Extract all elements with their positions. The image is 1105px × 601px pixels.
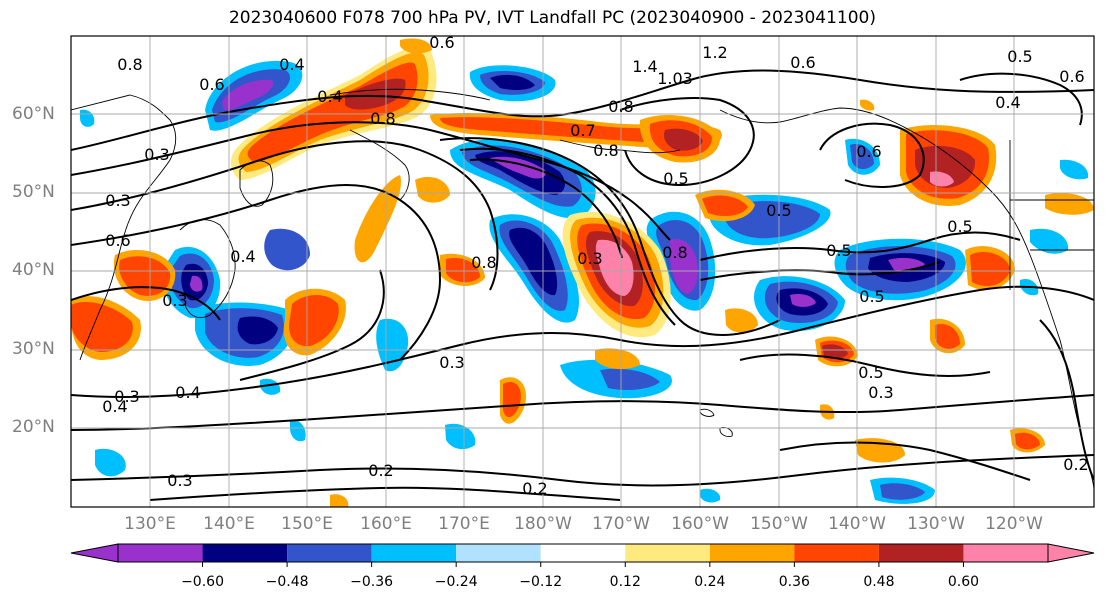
colorbar-tick-label: −0.48 <box>265 574 309 590</box>
contour-label: 0.6 <box>1059 67 1084 86</box>
contour-label: 0.3 <box>439 353 464 372</box>
contour-label: 0.8 <box>370 109 395 128</box>
contour-label: 0.5 <box>826 241 851 260</box>
contour-labels: 0.6 0.4 0.8 0.4 0.6 1.41.03 1.2 0.6 0.8 0.5 0.4 0.6… <box>102 33 1088 498</box>
contour-label: 0.7 <box>570 121 595 140</box>
colorbar-segment <box>287 544 372 562</box>
colorbar-segment <box>371 544 457 562</box>
latitude-label: 40°N <box>12 260 55 280</box>
contour-label: 0.3 <box>162 291 187 310</box>
contour-label: 0.5 <box>859 287 884 306</box>
contour-label: 0.2 <box>1063 455 1088 474</box>
latitude-label: 60°N <box>12 104 55 124</box>
contour-label: 1.03 <box>657 69 693 88</box>
pv-contours <box>71 69 1094 501</box>
colorbar-segment <box>709 544 795 562</box>
colorbar-segment <box>456 544 541 562</box>
contour-label: 1.4 <box>632 57 657 76</box>
contour-label: 0.4 <box>175 383 200 402</box>
longitude-label: 140°E <box>203 514 255 534</box>
contour-label: 0.8 <box>662 243 687 262</box>
contour-label: 0.3 <box>577 249 602 268</box>
colorbar-segment <box>878 544 964 562</box>
contour-label: 0.2 <box>522 479 547 498</box>
contour-label: 0.6 <box>790 53 815 72</box>
contour-label: 0.5 <box>663 169 688 188</box>
latitude-label: 30°N <box>12 339 55 359</box>
longitude-label: 180°W <box>514 514 572 534</box>
colorbar-segment <box>540 544 626 562</box>
longitude-label: 170°E <box>438 514 490 534</box>
contour-label: 0.6 <box>105 231 130 250</box>
colorbar-tick-label: 0.24 <box>694 574 726 590</box>
contour-label: 0.8 <box>593 141 618 160</box>
contour-label: 0.2 <box>368 461 393 480</box>
colorbar-tick-label: −0.24 <box>434 574 478 590</box>
colorbar-tick-label: −0.60 <box>181 574 224 590</box>
contour-label: 0.3 <box>167 471 192 490</box>
longitude-label: 170°W <box>592 514 650 534</box>
contour-label: 0.4 <box>230 247 255 266</box>
colorbar-max-extend <box>1047 543 1095 563</box>
contour-label: 0.6 <box>856 142 881 161</box>
contour-label: 0.4 <box>279 55 304 74</box>
map-frame <box>70 35 1095 508</box>
colorbar-tick-label: 0.36 <box>778 574 810 590</box>
contour-label: 1.2 <box>702 43 727 62</box>
longitude-label: 150°W <box>750 514 808 534</box>
longitude-label: 140°W <box>828 514 886 534</box>
longitude-label: 130°W <box>907 514 965 534</box>
colorbar-segment <box>202 544 288 562</box>
graticule <box>71 36 1094 507</box>
contour-label: 0.6 <box>199 75 224 94</box>
contour-label: 0.4 <box>102 397 127 416</box>
colorbar-tick-label: 0.48 <box>863 574 895 590</box>
contour-label: 0.3 <box>868 383 893 402</box>
contour-label: 0.4 <box>317 87 342 106</box>
latitude-label: 50°N <box>12 182 55 202</box>
contour-label: 0.5 <box>858 363 883 382</box>
latitude-label: 20°N <box>12 417 55 437</box>
longitude-label: 150°E <box>281 514 333 534</box>
longitude-label: 130°E <box>124 514 176 534</box>
colorbar-segment <box>118 544 203 562</box>
contour-label: 0.5 <box>766 201 791 220</box>
colorbar-segment <box>625 544 710 562</box>
colorbar-min-extend <box>70 543 119 563</box>
colorbar-tick-label: 0.12 <box>609 574 641 590</box>
map-title: 2023040600 F078 700 hPa PV, IVT Landfall… <box>228 8 876 28</box>
coastlines <box>71 88 1094 491</box>
contour-label: 0.8 <box>471 253 496 272</box>
longitude-label: 160°W <box>671 514 729 534</box>
contour-label: 0.3 <box>105 191 130 210</box>
longitude-label: 160°E <box>360 514 412 534</box>
positive-anomaly-shading <box>71 38 1094 507</box>
colorbar-segment <box>794 544 879 562</box>
longitude-label: 120°W <box>985 514 1043 534</box>
contour-label: 0.5 <box>1007 47 1032 66</box>
contour-label: 0.8 <box>117 55 142 74</box>
contour-label: 0.4 <box>995 93 1020 112</box>
contour-label: 0.3 <box>114 387 139 406</box>
colorbar-tick-label: −0.12 <box>519 574 563 590</box>
contour-label: 0.6 <box>429 33 454 52</box>
contour-label: 0.8 <box>608 97 633 116</box>
contour-label: 0.5 <box>947 217 972 236</box>
colorbar-tick-label: 0.60 <box>947 574 980 590</box>
contour-label: 0.3 <box>144 145 169 164</box>
colorbar-tick-label: −0.36 <box>350 574 394 590</box>
colorbar-segment <box>963 544 1048 562</box>
